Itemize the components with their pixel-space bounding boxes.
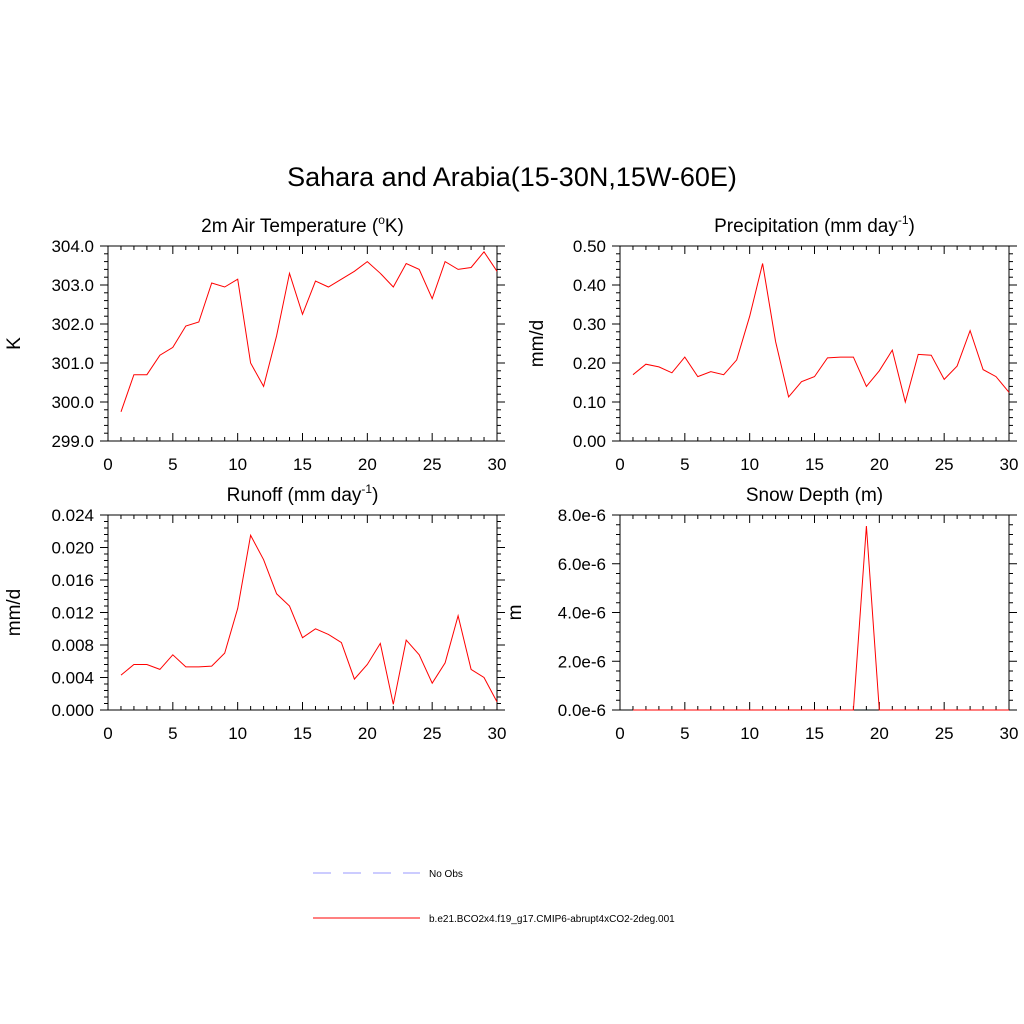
y-tick-label: 4.0e-6: [558, 604, 606, 623]
plot-frame: [619, 514, 1010, 711]
series-line-precipitation: [632, 263, 1010, 404]
x-tick-label: 15: [293, 455, 312, 474]
y-tick-label: 0.50: [573, 237, 606, 256]
x-tick-label: 25: [423, 455, 442, 474]
y-tick-label: 0.20: [573, 354, 606, 373]
x-tick-label: 10: [740, 724, 759, 743]
y-tick-label: 0.40: [573, 276, 606, 295]
legend-label: No Obs: [429, 869, 463, 880]
x-tick-label: 30: [1000, 724, 1019, 743]
x-tick-label: 25: [935, 724, 954, 743]
x-tick-label: 0: [615, 455, 624, 474]
y-tick-label: 0.0e-6: [558, 701, 606, 720]
legend: No Obs b.e21.BCO2x4.f19_g17.CMIP6-abrupt4…: [313, 869, 675, 925]
x-tick-label: 0: [615, 724, 624, 743]
x-tick-label: 15: [805, 724, 824, 743]
x-tick-label: 5: [680, 455, 689, 474]
series-line-runoff: [120, 533, 498, 705]
y-tick-label: 2.0e-6: [558, 652, 606, 671]
x-tick-label: 20: [358, 724, 377, 743]
y-tick-label: 0.016: [51, 571, 94, 590]
y-tick-label: 0.10: [573, 393, 606, 412]
x-tick-label: 15: [293, 724, 312, 743]
series-line-air-temperature: [120, 250, 498, 412]
x-tick-label: 0: [103, 455, 112, 474]
y-tick-label: 0.012: [51, 604, 94, 623]
x-tick-label: 25: [423, 724, 442, 743]
x-tick-label: 30: [488, 455, 507, 474]
panel-title: Runoff (mm day-1): [227, 482, 379, 506]
panel-precipitation: 0 5 10 15 20 25 30 0.00 0.10 0.20 0.30 0.40 0.50 Prec…: [527, 213, 1018, 474]
plot-frame: [619, 245, 1010, 442]
y-axis-label: m: [505, 605, 526, 621]
panel-title: Precipitation (mm day-1): [714, 213, 915, 237]
x-tick-label: 25: [935, 455, 954, 474]
y-tick-label: 0.024: [51, 506, 94, 525]
panel-snow-depth: 0 5 10 15 20 25 30 0.0e-6 2.0e-6 4.0e-6 6.0e-6 8.0e…: [505, 485, 1018, 743]
y-tick-label: 8.0e-6: [558, 506, 606, 525]
y-tick-label: 303.0: [51, 276, 94, 295]
x-tick-label: 15: [805, 455, 824, 474]
chart-title: Sahara and Arabia(15-30N,15W-60E): [287, 162, 737, 192]
series-line-snow-depth: [633, 525, 1009, 711]
y-tick-label: 6.0e-6: [558, 555, 606, 574]
x-tick-label: 10: [228, 724, 247, 743]
y-tick-label: 304.0: [51, 237, 94, 256]
y-axis-label: mm/d: [4, 589, 25, 637]
x-tick-label: 10: [740, 455, 759, 474]
y-tick-label: 0.30: [573, 315, 606, 334]
x-tick-label: 20: [870, 724, 889, 743]
x-tick-label: 5: [168, 724, 177, 743]
y-axis-label: K: [4, 337, 25, 350]
y-tick-label: 301.0: [51, 354, 94, 373]
x-tick-label: 10: [228, 455, 247, 474]
y-tick-label: 0.008: [51, 636, 94, 655]
x-tick-label: 5: [168, 455, 177, 474]
y-tick-label: 300.0: [51, 393, 94, 412]
y-axis-label: mm/d: [527, 320, 548, 368]
x-tick-label: 0: [103, 724, 112, 743]
y-tick-label: 299.0: [51, 432, 94, 451]
legend-label: b.e21.BCO2x4.f19_g17.CMIP6-abrupt4xCO2-2…: [429, 914, 675, 925]
plot-frame: [107, 245, 498, 442]
y-tick-label: 0.020: [51, 539, 94, 558]
panel-runoff: 0 5 10 15 20 25 30 0.000 0.004 0.008 0.012 0.016 0.0…: [4, 482, 506, 743]
x-tick-label: 30: [1000, 455, 1019, 474]
x-tick-label: 30: [488, 724, 507, 743]
y-tick-label: 0.004: [51, 669, 94, 688]
panel-title: 2m Air Temperature (oK): [201, 213, 404, 237]
x-tick-label: 5: [680, 724, 689, 743]
x-tick-label: 20: [870, 455, 889, 474]
x-tick-label: 20: [358, 455, 377, 474]
panel-title: Snow Depth (m): [746, 485, 883, 506]
y-tick-label: 302.0: [51, 315, 94, 334]
y-tick-label: 0.000: [51, 701, 94, 720]
y-tick-label: 0.00: [573, 432, 606, 451]
panel-air-temperature: 0 5 10 15 20 25 30 299.0 300.0 301.0 302.0 303.0 304…: [4, 213, 506, 474]
plot-frame: [107, 514, 498, 711]
